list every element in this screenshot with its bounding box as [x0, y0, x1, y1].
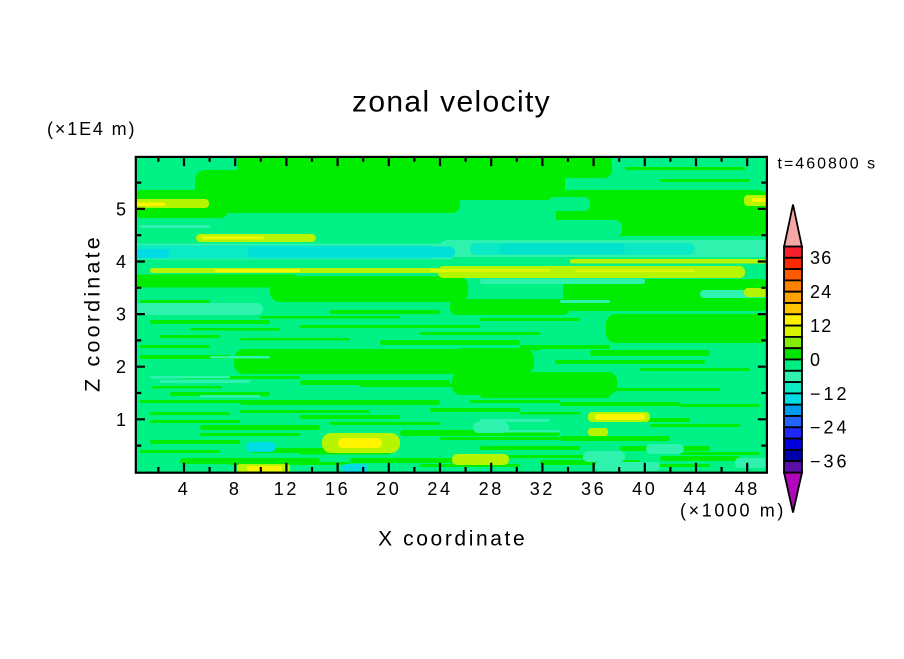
- svg-text:5: 5: [116, 199, 126, 219]
- svg-text:−36: −36: [810, 452, 850, 472]
- svg-text:4: 4: [116, 252, 126, 272]
- svg-text:Z coordinate: Z coordinate: [81, 234, 105, 392]
- svg-text:28: 28: [479, 479, 504, 499]
- svg-text:t=460800 s: t=460800 s: [778, 155, 878, 172]
- svg-text:(×1000 m): (×1000 m): [680, 501, 786, 521]
- svg-text:36: 36: [810, 248, 832, 268]
- svg-text:20: 20: [376, 479, 401, 499]
- svg-text:36: 36: [581, 479, 606, 499]
- svg-text:zonal velocity: zonal velocity: [352, 86, 551, 119]
- svg-text:−24: −24: [810, 418, 850, 438]
- svg-text:40: 40: [632, 479, 657, 499]
- svg-text:2: 2: [116, 357, 126, 377]
- svg-text:24: 24: [427, 479, 452, 499]
- svg-text:44: 44: [683, 479, 708, 499]
- svg-text:(×1E4 m): (×1E4 m): [47, 119, 136, 139]
- svg-text:0: 0: [810, 350, 820, 370]
- svg-text:−12: −12: [810, 384, 850, 404]
- svg-text:1: 1: [116, 410, 126, 430]
- svg-text:3: 3: [116, 305, 126, 325]
- svg-text:X coordinate: X coordinate: [378, 528, 527, 551]
- svg-text:32: 32: [530, 479, 555, 499]
- svg-text:8: 8: [229, 479, 242, 499]
- svg-text:16: 16: [325, 479, 350, 499]
- svg-text:24: 24: [810, 282, 832, 302]
- svg-text:12: 12: [274, 479, 299, 499]
- svg-text:4: 4: [178, 479, 191, 499]
- svg-text:48: 48: [735, 479, 760, 499]
- svg-text:12: 12: [810, 316, 832, 336]
